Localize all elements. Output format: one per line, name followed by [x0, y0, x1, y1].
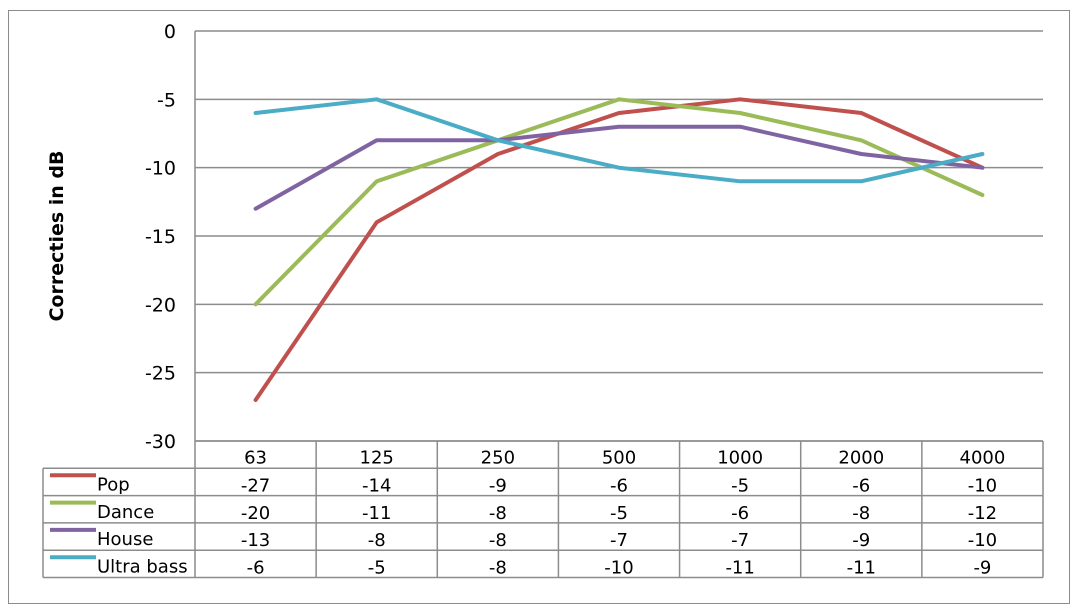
data-table: 63 125 250 500 1000 2000 4000 Pop -27 -14 -9 -6 -5 -6…: [42, 440, 1044, 579]
table-cell-value: -10: [968, 530, 997, 551]
y-tick-label: 0: [164, 21, 176, 43]
legend-label: Dance: [97, 502, 154, 523]
series-lines: [253, 97, 985, 402]
table-cell-value: -11: [847, 558, 876, 579]
table-cell-value: -20: [241, 503, 270, 524]
table-cell-value: -5: [610, 503, 628, 524]
y-tick-label: -30: [145, 431, 176, 453]
table-cell-value: -11: [362, 503, 391, 524]
table-cell-value: -7: [610, 530, 628, 551]
x-tick-label: 125: [360, 447, 394, 468]
series-line-ultra-bass: [253, 97, 985, 184]
table-cell-value: -6: [610, 476, 628, 497]
x-tick-label: 1000: [717, 447, 763, 468]
y-tick-label: -10: [145, 158, 176, 180]
x-tick-label: 500: [602, 447, 636, 468]
legend-label: Ultra bass: [97, 557, 188, 578]
table-cell-value: -10: [604, 558, 633, 579]
table-cell-value: -6: [852, 476, 870, 497]
table-cell-value: -9: [973, 558, 991, 579]
table-cell-value: -5: [731, 476, 749, 497]
table-cell-value: -8: [852, 503, 870, 524]
table-cell-value: -8: [368, 530, 386, 551]
legend-label: Pop: [97, 475, 130, 496]
table-cell-value: -8: [489, 558, 507, 579]
table-cell-value: -9: [489, 476, 507, 497]
y-tick-label: -5: [157, 89, 176, 111]
y-tick-label: -15: [145, 226, 176, 248]
table-cell-value: -12: [968, 503, 997, 524]
table-cell-value: -9: [852, 530, 870, 551]
series-line-dance: [253, 97, 985, 307]
table-cell-value: -8: [489, 503, 507, 524]
legend-label: House: [97, 529, 153, 550]
table-cell-value: -8: [489, 530, 507, 551]
table-cell-value: -27: [241, 476, 270, 497]
table-cell-value: -6: [247, 558, 265, 579]
series-line-pop: [253, 97, 985, 402]
y-tick-label: -25: [145, 363, 176, 385]
table-cell-value: -10: [968, 476, 997, 497]
table-cell-value: -5: [368, 558, 386, 579]
series-line-house: [253, 124, 985, 211]
y-tick-label: -20: [145, 294, 176, 316]
table-cell-value: -6: [731, 503, 749, 524]
x-tick-label: 4000: [960, 447, 1006, 468]
table-cell-value: -11: [725, 558, 754, 579]
y-axis-title: Correcties in dB: [46, 150, 68, 321]
x-tick-label: 63: [244, 447, 267, 468]
x-tick-label: 2000: [838, 447, 884, 468]
table-cell-value: -7: [731, 530, 749, 551]
table-cell-value: -13: [241, 530, 270, 551]
chart-frame: [8, 10, 1070, 604]
axis-labels: 0 -5 -10 -15 -20 -25 -30 Correcties in dB: [46, 21, 176, 453]
x-tick-label: 250: [481, 447, 515, 468]
table-cell-value: -14: [362, 476, 391, 497]
